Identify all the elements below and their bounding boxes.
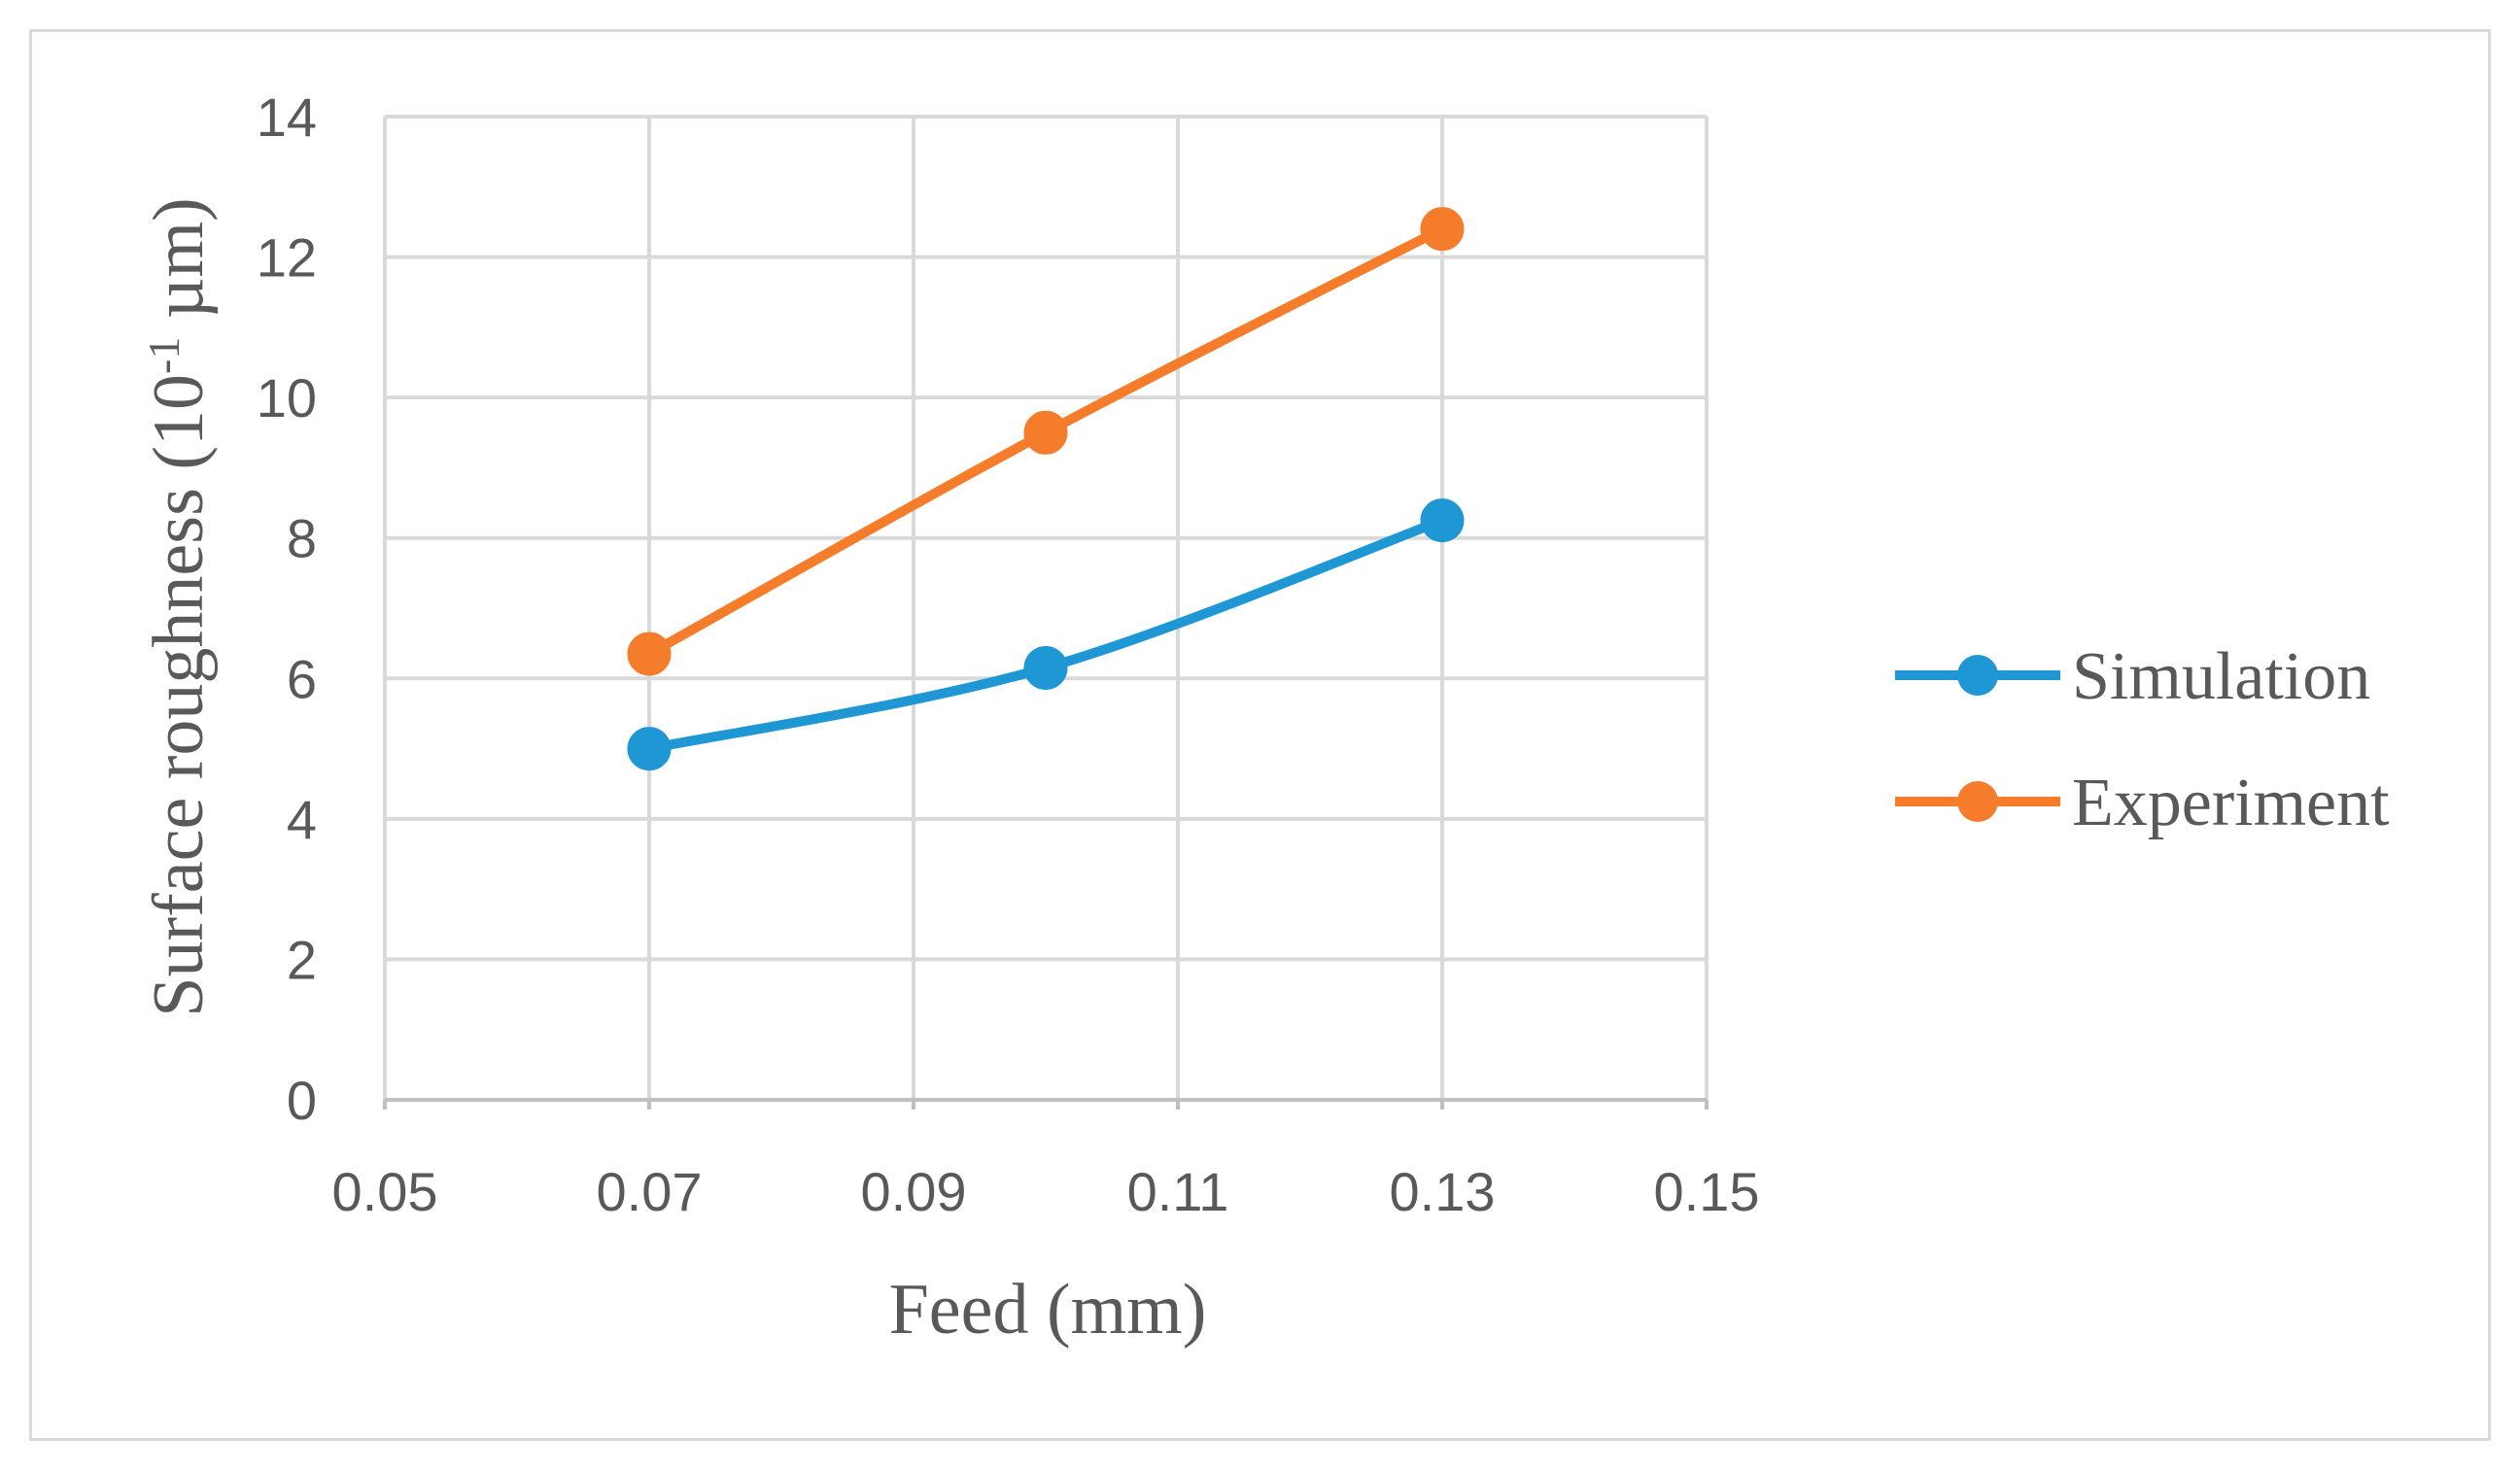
data-point (1420, 207, 1465, 252)
data-point (627, 632, 672, 676)
x-tick-label: 0.11 (1127, 1161, 1229, 1222)
legend-label: Experiment (2072, 766, 2390, 840)
data-point (1023, 410, 1068, 455)
legend-marker (1957, 781, 1998, 822)
grid-lines (383, 115, 1709, 1100)
y-axis-title-main: Surface roughness (10 (139, 374, 219, 1017)
y-tick-label: 8 (287, 508, 317, 569)
legend-item-simulation: Simulation (1895, 639, 2370, 714)
legend: Simulation Experiment (1895, 639, 2390, 840)
y-tick-label: 10 (257, 367, 317, 428)
series-group (627, 207, 1465, 771)
series-line (644, 515, 1447, 754)
axes (383, 1098, 1709, 1110)
x-tick-label: 0.07 (597, 1161, 703, 1222)
y-tick-label: 6 (287, 648, 317, 709)
y-tick-label: 2 (287, 929, 317, 990)
chart-frame (29, 29, 2491, 1441)
y-tick-label: 14 (257, 86, 317, 148)
x-tick-label: 0.09 (861, 1161, 967, 1222)
legend-marker (1957, 655, 1998, 696)
x-tick-label: 0.15 (1654, 1161, 1760, 1222)
series-simulation (627, 498, 1465, 771)
tick-labels: 0 2 4 6 8 10 12 14 0.05 0.07 0.09 0.11 0.13 0.15 (257, 86, 1760, 1222)
y-tick-label: 0 (287, 1070, 317, 1131)
legend-label: Simulation (2072, 639, 2370, 714)
legend-item-experiment: Experiment (1895, 766, 2390, 840)
y-axis-title-sup: -1 (139, 337, 189, 374)
x-tick-label: 0.13 (1390, 1161, 1496, 1222)
data-point (1420, 498, 1465, 543)
y-tick-label: 4 (287, 789, 317, 850)
x-axis-title: Feed (mm) (889, 1270, 1207, 1350)
y-axis-title: Surface roughness (10-1 µm) (139, 197, 219, 1016)
x-tick-label: 0.05 (332, 1161, 438, 1222)
series-experiment (627, 207, 1465, 676)
data-point (1023, 645, 1068, 690)
y-axis-title-tail: µm) (139, 197, 219, 336)
y-tick-label: 12 (257, 227, 317, 289)
data-point (627, 727, 672, 771)
